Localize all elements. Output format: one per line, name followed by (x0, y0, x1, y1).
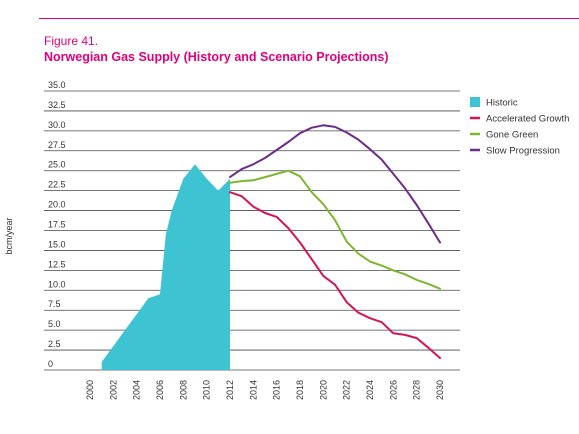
y-tick-label: 27.5 (48, 140, 66, 150)
y-tick-labels: 35.0 32.5 30.0 27.5 25.0 22.5 20.0 17.5 15.0 12.5… (48, 80, 66, 369)
x-tick-label: 2030 (435, 380, 445, 400)
legend-label: Gone Green (486, 130, 538, 141)
y-tick-label: 2.5 (48, 339, 61, 349)
y-tick-label: 17.5 (48, 220, 66, 230)
x-tick-label: 2020 (318, 380, 328, 400)
y-tick-label: 7.5 (48, 299, 61, 309)
x-tick-label: 2012 (225, 380, 235, 400)
x-tick-label: 2018 (295, 380, 305, 400)
x-tick-label: 2000 (85, 380, 95, 400)
x-tick-labels: 2000 2002 2004 2006 2008 2010 2012 2014 2016 2018… (85, 380, 445, 400)
y-axis-label: bcm/year (4, 217, 14, 254)
y-tick-label: 10.0 (48, 279, 66, 289)
x-tick-label: 2028 (412, 380, 422, 400)
x-tick-label: 2010 (202, 380, 212, 400)
x-tick-label: 2014 (248, 380, 258, 400)
x-tick-label: 2008 (178, 380, 188, 400)
y-tick-label: 32.5 (48, 100, 66, 110)
line-gone-green (229, 169, 441, 290)
y-tick-label: 25.0 (48, 160, 66, 170)
legend-label: Historic (486, 98, 518, 109)
grid-layer (44, 90, 460, 371)
x-tick-label: 2006 (155, 380, 165, 400)
x-tick-label: 2024 (365, 380, 375, 400)
y-tick-label: 30.0 (48, 120, 66, 130)
line-slow-progression (229, 124, 441, 244)
top-rule (39, 18, 579, 19)
y-tick-label: 0 (48, 359, 53, 369)
legend-label: Accelerated Growth (486, 114, 569, 125)
series-layer (101, 124, 441, 370)
x-tick-label: 2026 (388, 380, 398, 400)
x-tick-label: 2022 (342, 380, 352, 400)
x-tick-label: 2002 (108, 380, 118, 400)
legend: Historic Accelerated Growth Gone Green Slow… (470, 97, 569, 157)
y-tick-label: 35.0 (48, 80, 66, 90)
figure-title: Norwegian Gas Supply (History and Scenar… (44, 50, 389, 64)
y-tick-label: 20.0 (48, 200, 66, 210)
legend-label: Slow Progression (486, 146, 560, 157)
area-historic (101, 164, 230, 370)
x-tick-label: 2004 (132, 380, 142, 400)
y-tick-label: 15.0 (48, 239, 66, 249)
y-tick-label: 12.5 (48, 259, 66, 269)
y-tick-label: 5.0 (48, 319, 61, 329)
x-tick-label: 2016 (272, 380, 282, 400)
legend-swatch (470, 97, 480, 107)
y-tick-label: 22.5 (48, 180, 66, 190)
figure-label: Figure 41. (44, 34, 99, 48)
line-accelerated-growth (229, 191, 441, 359)
